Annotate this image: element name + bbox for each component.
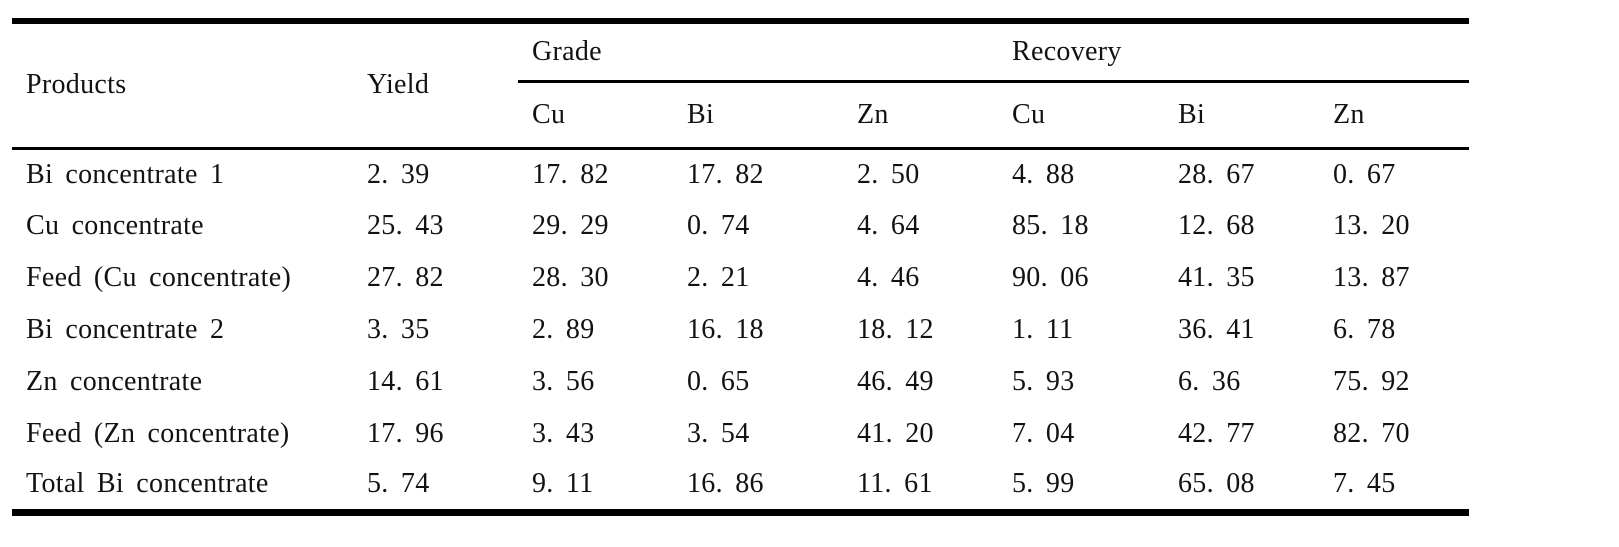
product-cell: Feed (Zn concentrate) (26, 418, 290, 449)
header-group-row: Products Yield Grade Recovery (12, 21, 1470, 150)
grade-bi-cell: 16. 18 (687, 314, 764, 345)
product-cell: Feed (Cu concentrate) (26, 262, 292, 293)
recovery-bi-cell: 65. 08 (1178, 468, 1255, 500)
product-cell: Bi concentrate 2 (26, 314, 225, 345)
yield-cell: 2. 39 (367, 158, 430, 190)
table-row: Feed (Zn concentrate) 17. 96 3. 43 3. 54… (12, 408, 1469, 460)
yield-cell: 14. 61 (367, 366, 444, 397)
recovery-zn-cell: 13. 87 (1333, 262, 1410, 293)
recovery-bi-cell: 6. 36 (1178, 366, 1241, 397)
yield-cell: 3. 35 (367, 314, 430, 345)
header-sub-row: Cu Bi Zn Cu Bi Zn (12, 81, 1470, 150)
recovery-zn-cell: 0. 67 (1333, 158, 1396, 190)
paper-page: Products Yield Grade Recovery Cu Bi Zn C… (0, 18, 1619, 547)
recovery-bi-cell: 28. 67 (1178, 158, 1255, 190)
col-header-products: Products (12, 21, 353, 150)
recovery-cu-cell: 5. 93 (1012, 366, 1075, 397)
yield-cell: 5. 74 (367, 468, 430, 500)
grade-cu-cell: 2. 89 (532, 314, 595, 345)
product-cell: Zn concentrate (26, 366, 203, 397)
grade-cu-cell: 9. 11 (532, 468, 594, 500)
recovery-zn-cell: 7. 45 (1333, 468, 1396, 500)
yield-cell: 17. 96 (367, 418, 444, 449)
grade-cu-cell: 3. 43 (532, 418, 595, 449)
grade-bi-cell: 17. 82 (687, 158, 764, 190)
grade-zn-cell: 41. 20 (857, 418, 934, 449)
table-row: Bi concentrate 2 3. 35 2. 89 16. 18 18. … (12, 304, 1469, 356)
product-cell: Total Bi concentrate (26, 468, 269, 500)
sub-header-recovery-bi: Bi (1164, 81, 1319, 150)
col-header-yield: Yield (353, 21, 518, 150)
grade-cu-cell: 3. 56 (532, 366, 595, 397)
product-cell: Cu concentrate (26, 210, 204, 241)
grade-bi-cell: 3. 54 (687, 418, 750, 449)
sub-header-grade-bi: Bi (673, 81, 843, 150)
grade-zn-cell: 11. 61 (857, 468, 933, 500)
table-row: Feed (Cu concentrate) 27. 82 28. 30 2. 2… (12, 252, 1469, 304)
recovery-cu-cell: 7. 04 (1012, 418, 1075, 449)
grade-zn-cell: 4. 46 (857, 262, 920, 293)
grade-bi-cell: 16. 86 (687, 468, 764, 500)
table-row: Total Bi concentrate 5. 74 9. 11 16. 86 … (12, 460, 1469, 512)
recovery-bi-cell: 42. 77 (1178, 418, 1255, 449)
recovery-bi-cell: 36. 41 (1178, 314, 1255, 345)
grade-cu-cell: 28. 30 (532, 262, 609, 293)
sub-header-grade-cu: Cu (518, 81, 673, 150)
recovery-bi-cell: 12. 68 (1178, 210, 1255, 241)
grade-zn-cell: 4. 64 (857, 210, 920, 241)
grade-bi-cell: 2. 21 (687, 262, 750, 293)
yield-cell: 27. 82 (367, 262, 444, 293)
recovery-zn-cell: 6. 78 (1333, 314, 1396, 345)
recovery-cu-cell: 90. 06 (1012, 262, 1089, 293)
grade-cu-cell: 17. 82 (532, 158, 609, 190)
recovery-bi-cell: 41. 35 (1178, 262, 1255, 293)
recovery-cu-cell: 1. 11 (1012, 314, 1074, 345)
flotation-results-table: Products Yield Grade Recovery Cu Bi Zn C… (12, 18, 1470, 516)
grade-zn-cell: 46. 49 (857, 366, 934, 397)
grade-bi-cell: 0. 65 (687, 366, 750, 397)
recovery-cu-cell: 85. 18 (1012, 210, 1089, 241)
grade-zn-cell: 2. 50 (857, 158, 920, 190)
table-row: Zn concentrate 14. 61 3. 56 0. 65 46. 49… (12, 356, 1469, 408)
recovery-zn-cell: 82. 70 (1333, 418, 1410, 449)
recovery-cu-cell: 5. 99 (1012, 468, 1075, 500)
recovery-zn-cell: 75. 92 (1333, 366, 1410, 397)
group-header-recovery: Recovery (998, 21, 1470, 83)
recovery-zn-cell: 13. 20 (1333, 210, 1410, 241)
sub-header-recovery-cu: Cu (998, 81, 1164, 150)
product-cell: Bi concentrate 1 (26, 158, 225, 190)
grade-bi-cell: 0. 74 (687, 210, 750, 241)
group-header-grade: Grade (518, 21, 998, 83)
table-row: Cu concentrate 25. 43 29. 29 0. 74 4. 64… (12, 200, 1469, 252)
grade-cu-cell: 29. 29 (532, 210, 609, 241)
recovery-cu-cell: 4. 88 (1012, 158, 1075, 190)
yield-cell: 25. 43 (367, 210, 444, 241)
grade-zn-cell: 18. 12 (857, 314, 934, 345)
sub-header-recovery-zn: Zn (1319, 81, 1470, 150)
table-row: Bi concentrate 1 2. 39 17. 82 17. 82 2. … (12, 148, 1469, 200)
sub-header-grade-zn: Zn (843, 81, 998, 150)
